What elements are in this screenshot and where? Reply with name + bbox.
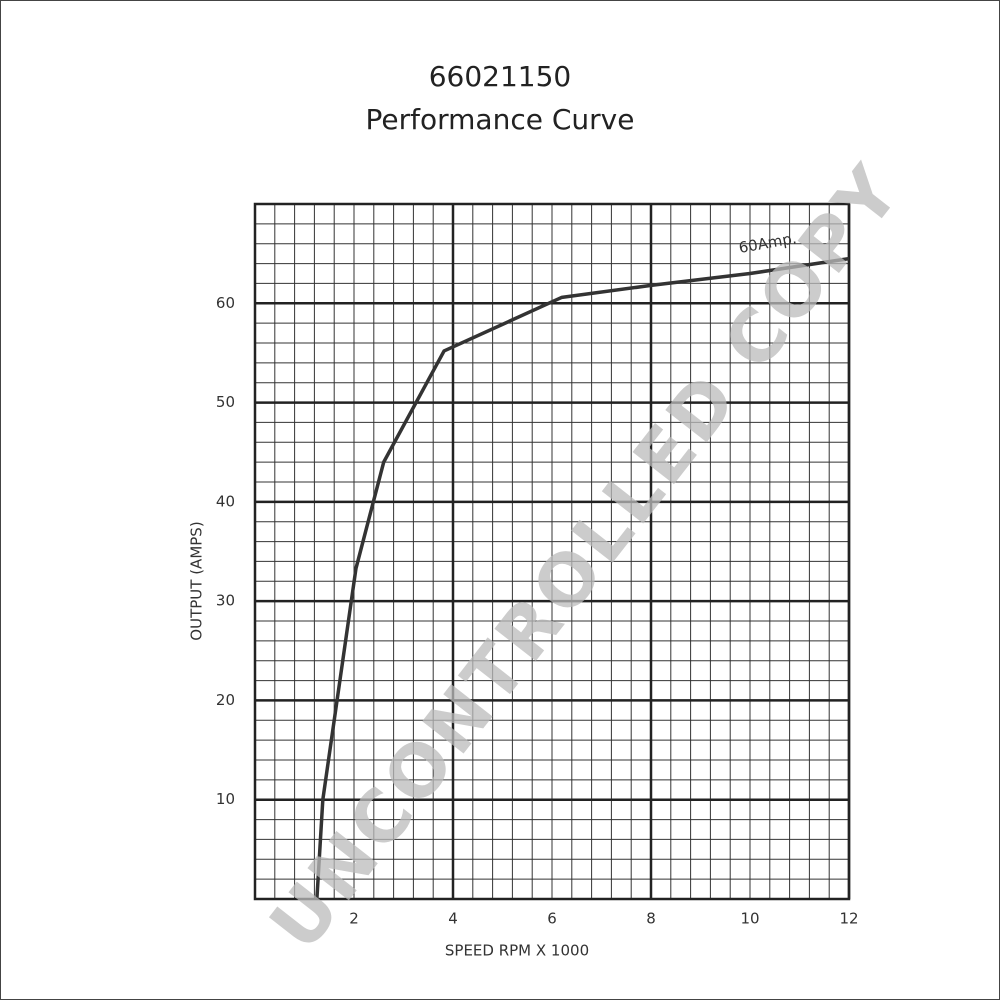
chart-subtitle: Performance Curve	[366, 103, 635, 136]
plot-frame	[253, 202, 851, 901]
x-tick-label: 6	[547, 910, 557, 928]
y-axis-label: OUTPUT (AMPS)	[188, 521, 206, 640]
y-tick-label: 30	[216, 592, 235, 610]
y-tick-label: 50	[216, 393, 235, 411]
y-tick-label: 10	[216, 790, 235, 808]
y-tick-label: 20	[216, 691, 235, 709]
x-tick-label: 2	[349, 910, 359, 928]
y-tick-label: 40	[216, 492, 235, 510]
data-line	[315, 256, 850, 900]
y-tick-label: 60	[216, 294, 235, 312]
x-tick-label: 8	[646, 910, 656, 928]
x-tick-label: 4	[448, 910, 458, 928]
chart-title: 66021150	[429, 60, 572, 93]
x-tick-label: 12	[839, 910, 858, 928]
x-tick-label: 10	[740, 910, 759, 928]
x-axis-label: SPEED RPM X 1000	[445, 942, 589, 960]
